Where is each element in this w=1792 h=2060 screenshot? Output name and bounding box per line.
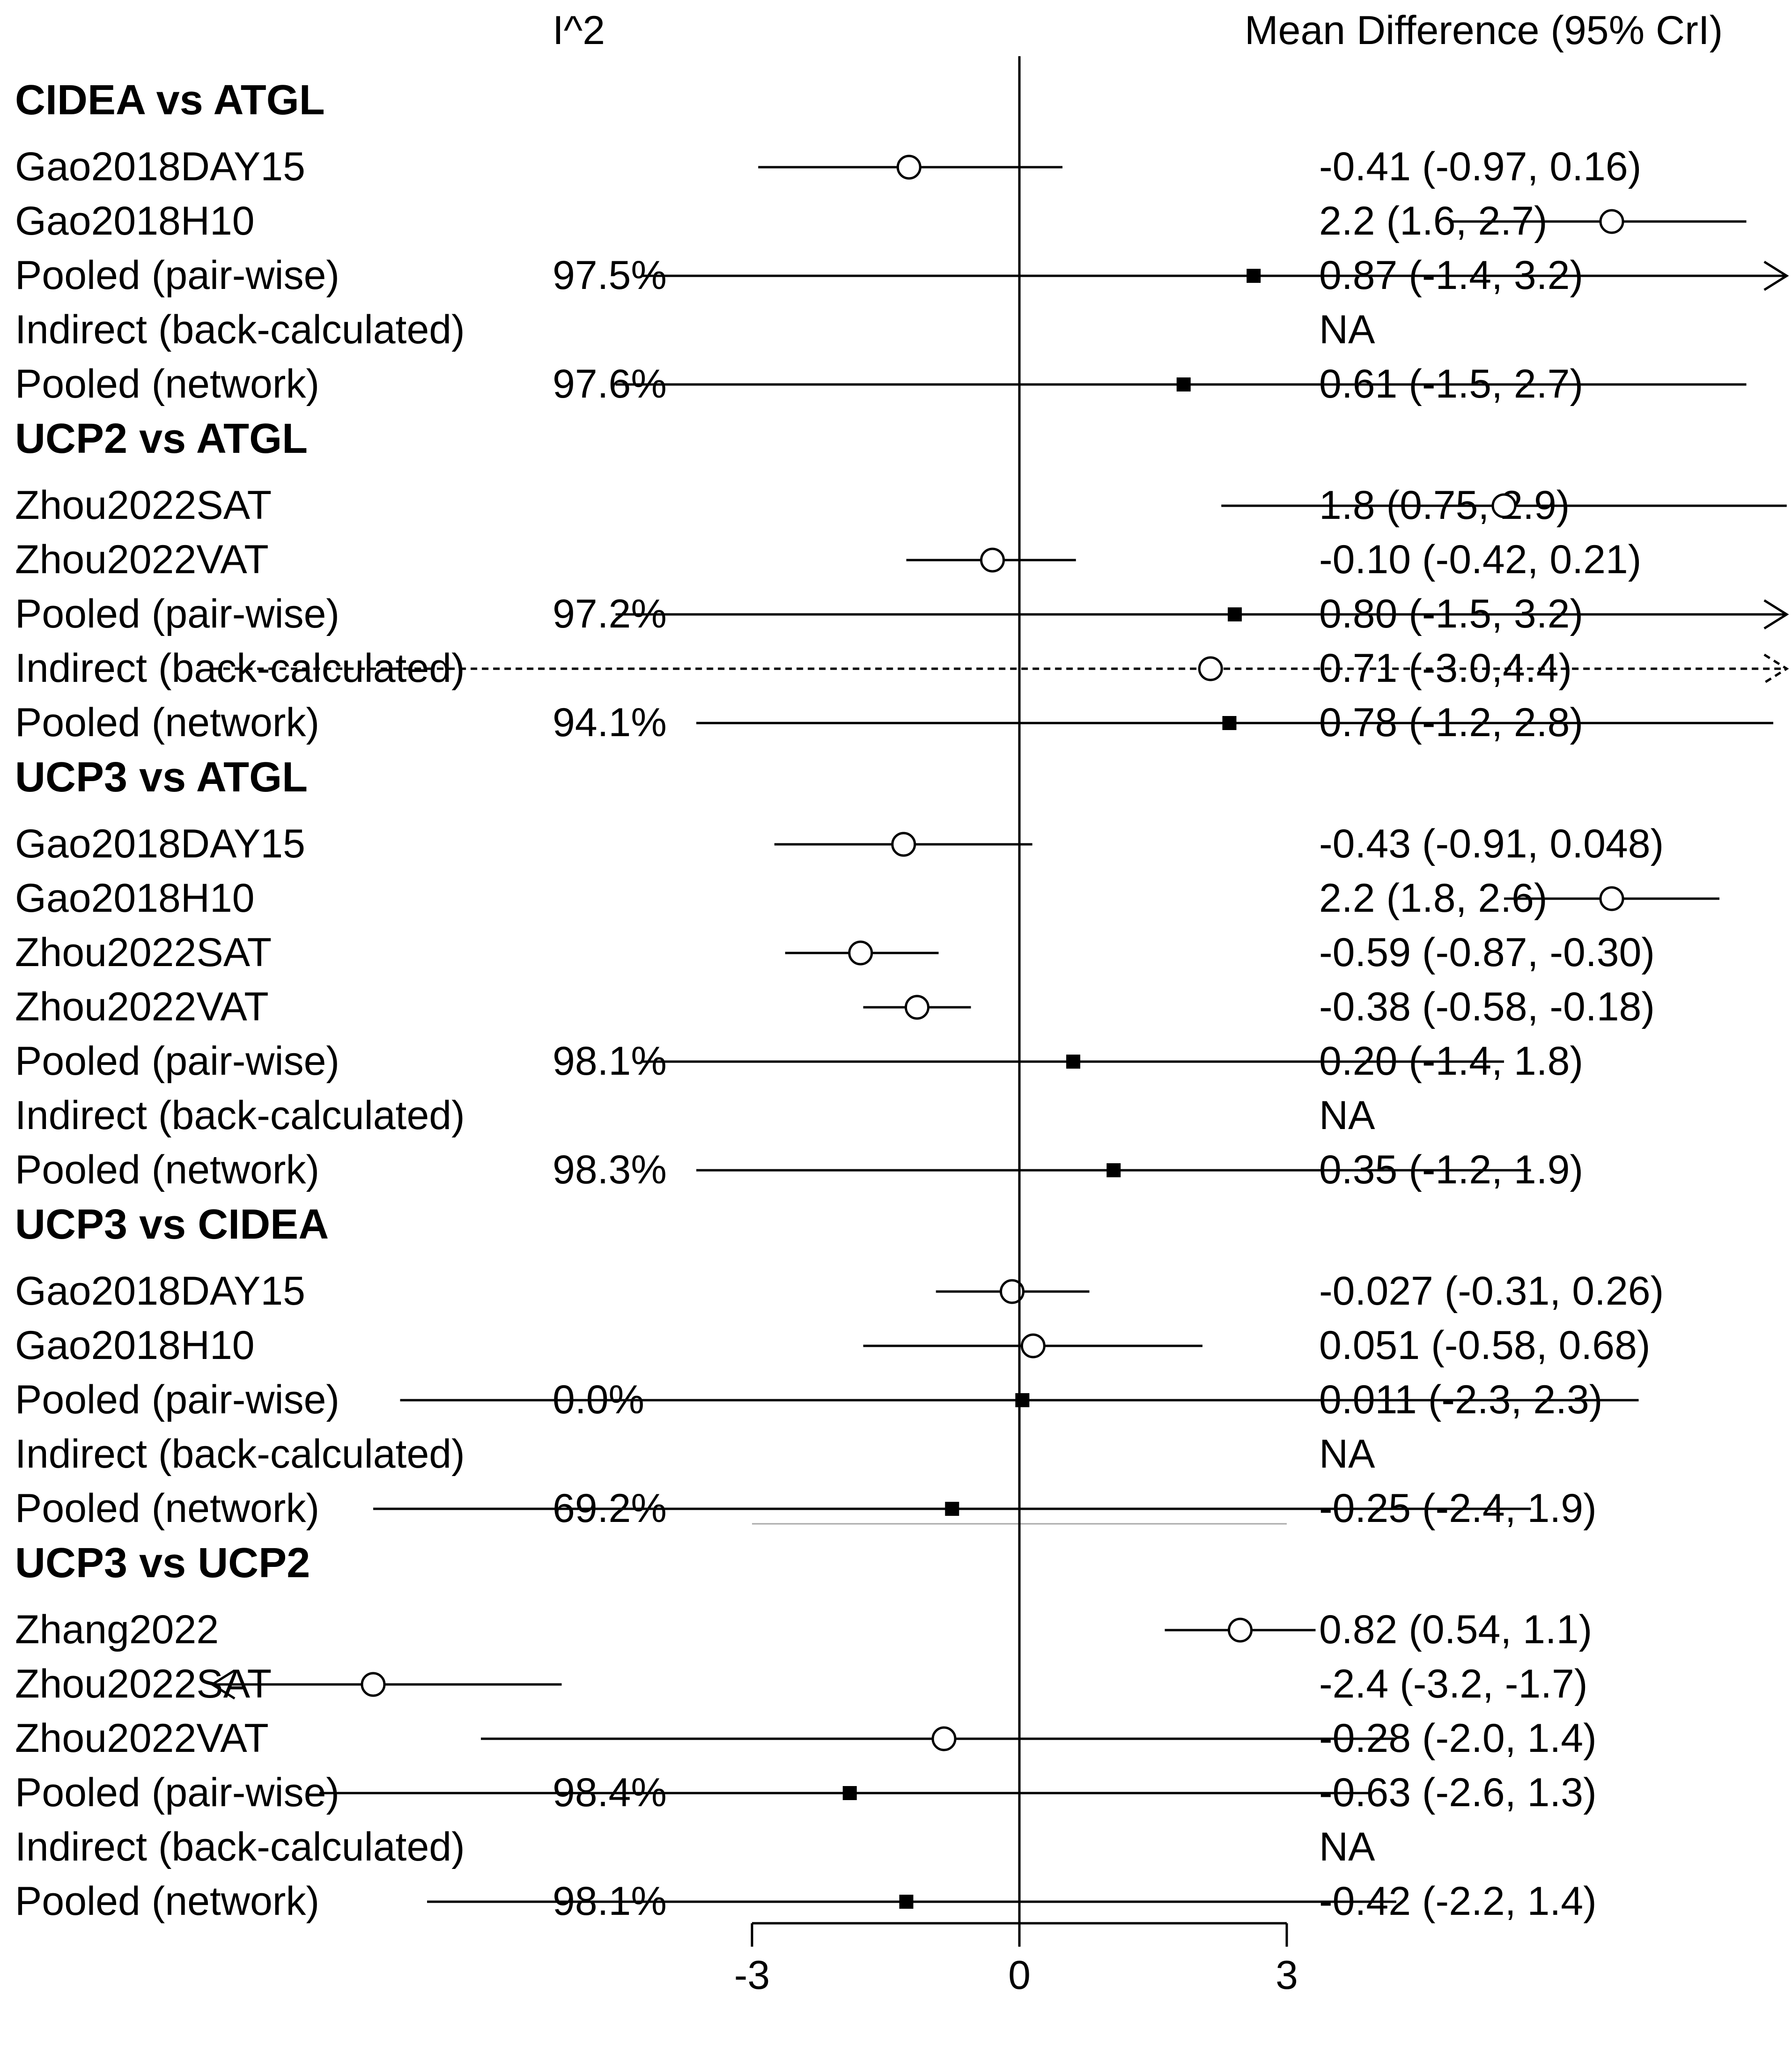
- point-estimate-circle: [891, 832, 916, 857]
- row-label: Pooled (network): [15, 362, 320, 406]
- row-label: Zhou2022SAT: [15, 930, 272, 975]
- point-estimate-square: [842, 1786, 857, 1800]
- row-label: Pooled (network): [15, 1147, 320, 1192]
- point-estimate-circle: [1599, 209, 1624, 234]
- row-estimate-text: -0.41 (-0.97, 0.16): [1319, 144, 1642, 189]
- point-estimate-square: [945, 1502, 959, 1516]
- group-title: CIDEA vs ATGL: [15, 77, 325, 124]
- x-tick-label: 3: [1276, 1953, 1298, 1998]
- row-label: Gao2018H10: [15, 199, 255, 244]
- point-estimate-circle: [931, 1726, 957, 1751]
- row-estimate-text: NA: [1319, 1093, 1375, 1138]
- row-label: Pooled (network): [15, 1486, 320, 1531]
- point-estimate-square: [899, 1895, 914, 1909]
- point-estimate-square: [1066, 1055, 1080, 1069]
- row-i2: 94.1%: [553, 700, 667, 745]
- point-estimate-circle: [905, 995, 929, 1020]
- row-estimate-text: -0.10 (-0.42, 0.21): [1319, 537, 1642, 582]
- row-estimate-text: -0.43 (-0.91, 0.048): [1319, 821, 1664, 866]
- point-estimate-square: [1176, 377, 1191, 391]
- group-title: UCP3 vs ATGL: [15, 754, 308, 801]
- group-title: UCP3 vs CIDEA: [15, 1201, 329, 1248]
- x-tick-label: -3: [734, 1953, 770, 1998]
- row-estimate-text: -0.38 (-0.58, -0.18): [1319, 984, 1655, 1029]
- row-estimate-text: NA: [1319, 307, 1375, 352]
- point-estimate-circle: [1020, 1333, 1046, 1359]
- point-estimate-square: [1246, 269, 1261, 283]
- point-estimate-circle: [1228, 1617, 1253, 1643]
- x-tick-label: 0: [1008, 1953, 1031, 1998]
- row-label: Indirect (back-calculated): [15, 1093, 465, 1138]
- row-label: Pooled (pair-wise): [15, 1377, 340, 1422]
- row-label: Zhou2022VAT: [15, 1716, 269, 1761]
- point-estimate-square: [1228, 607, 1242, 621]
- point-estimate-circle: [361, 1672, 386, 1697]
- row-label: Gao2018H10: [15, 1323, 255, 1368]
- group-title: UCP3 vs UCP2: [15, 1540, 310, 1587]
- ci-arrow-right: [1763, 599, 1789, 630]
- row-label: Zhou2022SAT: [15, 483, 272, 528]
- row-label: Pooled (pair-wise): [15, 1770, 340, 1815]
- row-label: Indirect (back-calculated): [15, 1432, 465, 1477]
- row-i2: 98.3%: [553, 1147, 667, 1192]
- row-label: Pooled (pair-wise): [15, 1039, 340, 1084]
- row-estimate-text: -2.4 (-3.2, -1.7): [1319, 1661, 1588, 1706]
- row-label: Zhou2022VAT: [15, 984, 269, 1029]
- point-estimate-square: [1222, 716, 1237, 730]
- row-label: Zhou2022VAT: [15, 537, 269, 582]
- estimate-column-header: Mean Difference (95% CrI): [1245, 8, 1723, 53]
- point-estimate-square: [1106, 1163, 1121, 1177]
- row-label: Gao2018DAY15: [15, 144, 305, 189]
- row-label: Indirect (back-calculated): [15, 1824, 465, 1869]
- row-label: Gao2018DAY15: [15, 1269, 305, 1314]
- row-estimate-text: 0.82 (0.54, 1.1): [1319, 1607, 1593, 1652]
- row-estimate-text: -0.027 (-0.31, 0.26): [1319, 1269, 1664, 1314]
- point-estimate-circle: [896, 155, 922, 180]
- row-label: Pooled (pair-wise): [15, 253, 340, 298]
- row-estimate-text: NA: [1319, 1824, 1375, 1869]
- row-estimate-text: 0.051 (-0.58, 0.68): [1319, 1323, 1651, 1368]
- point-estimate-circle: [980, 547, 1005, 573]
- row-label: Pooled (pair-wise): [15, 591, 340, 636]
- row-label: Gao2018DAY15: [15, 821, 305, 866]
- point-estimate-square: [1015, 1393, 1030, 1407]
- row-estimate-text: -0.59 (-0.87, -0.30): [1319, 930, 1655, 975]
- point-estimate-circle: [848, 940, 873, 966]
- row-label: Pooled (network): [15, 700, 320, 745]
- row-estimate-text: NA: [1319, 1432, 1375, 1477]
- ci-arrow-right: [1763, 653, 1789, 684]
- point-estimate-circle: [999, 1279, 1025, 1304]
- point-estimate-circle: [1491, 493, 1517, 518]
- row-label: Indirect (back-calculated): [15, 307, 465, 352]
- i2-column-header: I^2: [553, 8, 605, 53]
- ci-arrow-right: [1763, 260, 1789, 291]
- row-label: Zhang2022: [15, 1607, 219, 1652]
- row-label: Pooled (network): [15, 1879, 320, 1924]
- point-estimate-circle: [1599, 886, 1624, 911]
- row-label: Gao2018H10: [15, 876, 255, 921]
- group-title: UCP2 vs ATGL: [15, 415, 308, 462]
- ci-arrow-left: [210, 1669, 236, 1700]
- point-estimate-circle: [1198, 656, 1223, 681]
